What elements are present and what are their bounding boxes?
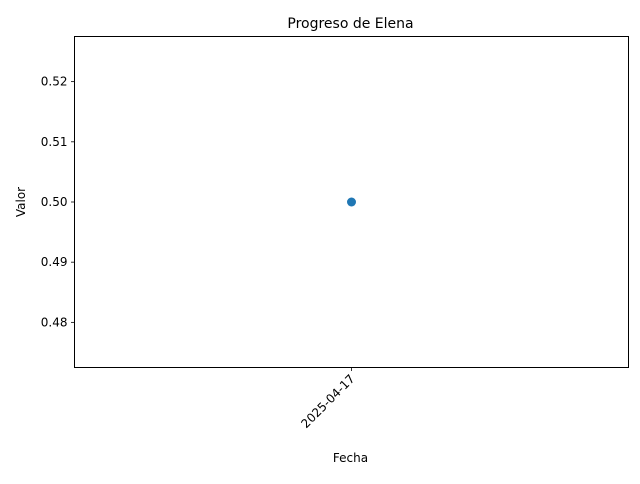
y-axis-ticks: 0.48 0.49 0.50 0.51 0.52: [41, 75, 75, 329]
y-tick-label: 0.52: [41, 75, 68, 89]
chart-title: Progreso de Elena: [287, 16, 413, 32]
y-tick-label: 0.51: [41, 135, 68, 149]
y-axis-label: Valor: [14, 187, 28, 217]
x-tick-label: 2025-04-17: [298, 372, 357, 431]
x-axis-label: Fecha: [333, 451, 368, 465]
data-points: [347, 197, 356, 207]
y-tick-label: 0.49: [41, 255, 68, 269]
data-point: [347, 197, 356, 207]
y-tick-label: 0.50: [41, 195, 68, 209]
x-axis-ticks: 2025-04-17: [298, 367, 358, 431]
y-tick-label: 0.48: [41, 315, 68, 329]
